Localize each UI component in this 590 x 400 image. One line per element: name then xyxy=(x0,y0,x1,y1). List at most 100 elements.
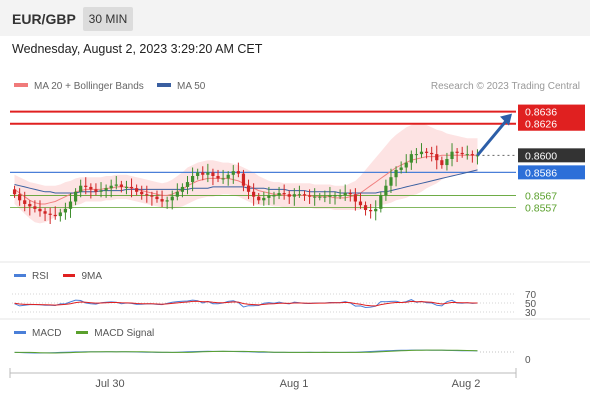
level-label-support: 0.8557 xyxy=(525,203,557,215)
candle-body xyxy=(89,186,93,190)
rsi-ma-line xyxy=(14,300,478,307)
forecast-arrow-shaft xyxy=(476,117,510,157)
candle-body xyxy=(211,172,215,176)
legend-bollinger-label: MA 20 + Bollinger Bands xyxy=(34,81,144,92)
candle-body xyxy=(302,194,307,196)
candle-body xyxy=(53,214,57,217)
candle-body xyxy=(73,191,78,202)
candle-body xyxy=(267,195,271,198)
candle-body xyxy=(155,196,159,200)
candle-body xyxy=(150,195,154,197)
legend-ma50: MA 50 xyxy=(157,81,205,92)
level-label-resistance: 0.8636 xyxy=(525,107,557,119)
rsi-tick-label: 70 xyxy=(525,290,537,301)
candle-body xyxy=(297,194,302,196)
interval-button[interactable]: 30 MIN xyxy=(83,7,133,31)
candle-body xyxy=(201,172,205,175)
level-label-last: 0.8600 xyxy=(525,150,557,162)
candle-body xyxy=(424,151,429,153)
candle-body xyxy=(68,201,73,209)
macd-legend-label: MACD xyxy=(32,328,62,339)
level-label-resistance: 0.8626 xyxy=(525,119,557,131)
candle-body xyxy=(470,154,474,156)
candle-body xyxy=(455,151,459,153)
candle-body xyxy=(374,208,378,212)
candle-body xyxy=(231,171,235,175)
level-label-box xyxy=(518,104,585,119)
candle-body xyxy=(333,195,337,197)
candle-body xyxy=(12,189,17,195)
candle-body xyxy=(226,174,230,179)
candle-body xyxy=(140,191,144,195)
candle-body xyxy=(28,203,32,207)
time-axis-label: Jul 30 xyxy=(95,378,124,390)
candle-body xyxy=(119,184,123,187)
candle-body xyxy=(246,185,251,192)
candle-body xyxy=(379,195,383,209)
candles xyxy=(12,143,480,225)
candle-body xyxy=(165,200,169,202)
candle-body xyxy=(343,193,347,196)
candle-body xyxy=(460,152,464,155)
level-lines xyxy=(10,110,516,209)
rsi-swatch-icon xyxy=(14,273,26,277)
macd-swatch-icon xyxy=(14,330,26,334)
candle-body xyxy=(277,193,281,196)
macd-tick-label: 0 xyxy=(525,355,531,366)
candle-body xyxy=(175,191,179,197)
candle-body xyxy=(23,200,27,204)
candle-body xyxy=(318,196,322,198)
candle-body xyxy=(236,171,240,174)
candle-body xyxy=(348,193,352,195)
macd-signal-legend-label: MACD Signal xyxy=(94,328,155,339)
legend-ma50-label: MA 50 xyxy=(177,81,206,92)
candle-body xyxy=(282,193,286,195)
candle-body xyxy=(135,188,139,192)
level-label-box xyxy=(518,116,585,131)
candle-body xyxy=(369,210,373,212)
rsi-legend: RSI 9MA xyxy=(14,271,114,282)
ma50-line xyxy=(14,169,478,194)
candle-body xyxy=(190,176,195,183)
candle-body xyxy=(358,201,363,206)
candle-body xyxy=(450,151,454,159)
candle-body xyxy=(84,185,88,187)
candle-body xyxy=(79,185,83,192)
candle-body xyxy=(384,185,388,196)
candle-body xyxy=(241,173,246,186)
ma50-swatch-icon xyxy=(157,83,171,88)
candle-body xyxy=(99,190,103,192)
candle-body xyxy=(170,196,174,201)
currency-pair-title: EUR/GBP xyxy=(12,11,76,27)
candle-body xyxy=(435,154,439,161)
candle-body xyxy=(323,196,327,198)
candle-body xyxy=(206,172,210,175)
candle-body xyxy=(394,169,398,178)
candle-body xyxy=(414,154,419,156)
legend-bollinger: MA 20 + Bollinger Bands xyxy=(14,81,144,92)
candle-body xyxy=(33,206,37,209)
candle-body xyxy=(445,158,449,166)
time-axis-label: Aug 2 xyxy=(452,378,481,390)
candle-body xyxy=(307,195,312,197)
macd-legend: MACD MACD Signal xyxy=(14,328,166,339)
candle-body xyxy=(430,152,434,155)
time-axis: Jul 30 Aug 1 Aug 2 xyxy=(9,368,517,390)
time-axis-label: Aug 1 xyxy=(280,378,309,390)
candle-body xyxy=(399,167,403,170)
rsi-ma-swatch-icon xyxy=(63,273,76,277)
candle-body xyxy=(38,208,42,212)
candle-body xyxy=(129,186,134,189)
candle-body xyxy=(440,160,444,166)
candle-body xyxy=(338,195,342,197)
candle-body xyxy=(475,155,480,157)
credit-text: Research © 2023 Trading Central xyxy=(430,81,580,92)
candle-body xyxy=(94,189,98,192)
candle-body xyxy=(363,205,368,211)
candle-body xyxy=(109,185,113,189)
candle-body xyxy=(58,212,62,217)
level-label-support: 0.8567 xyxy=(525,190,557,202)
candle-body xyxy=(124,186,129,188)
